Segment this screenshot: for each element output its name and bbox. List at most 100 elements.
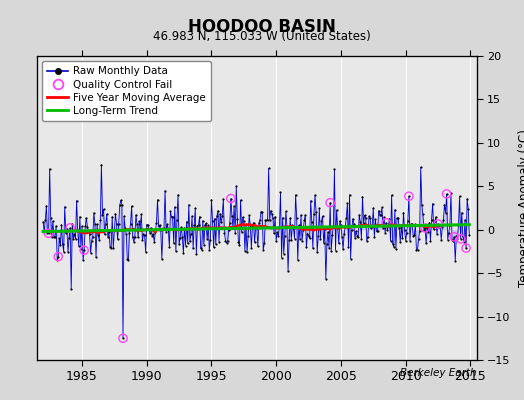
Point — [220, 229, 228, 236]
Point — [179, 250, 188, 256]
Point — [348, 216, 357, 222]
Point — [43, 230, 52, 236]
Point — [119, 335, 127, 342]
Point — [334, 240, 343, 247]
Point — [57, 222, 66, 228]
Point — [395, 225, 403, 231]
Point — [83, 224, 92, 230]
Point — [192, 251, 201, 257]
Y-axis label: Temperature Anomaly (°C): Temperature Anomaly (°C) — [518, 129, 524, 287]
Point — [40, 229, 48, 235]
Point — [113, 236, 122, 243]
Point — [234, 239, 243, 245]
Point — [312, 209, 320, 215]
Point — [47, 214, 55, 221]
Point — [279, 250, 288, 257]
Point — [321, 226, 329, 232]
Point — [341, 223, 350, 230]
Point — [325, 244, 333, 251]
Text: HOODOO BASIN: HOODOO BASIN — [188, 18, 336, 36]
Point — [319, 213, 327, 219]
Point — [189, 245, 198, 251]
Point — [244, 232, 253, 239]
Point — [378, 204, 386, 211]
Point — [425, 219, 433, 226]
Point — [293, 257, 302, 263]
Point — [456, 236, 465, 242]
Point — [389, 244, 398, 250]
Point — [90, 210, 98, 216]
Point — [62, 230, 70, 236]
Point — [440, 202, 449, 208]
Point — [361, 212, 369, 218]
Point — [403, 218, 412, 224]
Point — [367, 225, 375, 232]
Text: 46.983 N, 115.033 W (United States): 46.983 N, 115.033 W (United States) — [153, 30, 371, 43]
Point — [243, 249, 251, 256]
Point — [434, 221, 442, 227]
Point — [359, 220, 368, 226]
Point — [49, 218, 57, 224]
Point — [227, 195, 235, 202]
Point — [414, 236, 423, 242]
Point — [285, 236, 293, 243]
Point — [107, 245, 115, 251]
Point — [99, 212, 107, 218]
Point — [239, 218, 248, 224]
Point — [45, 230, 53, 236]
Point — [116, 202, 124, 208]
Point — [232, 183, 241, 189]
Point — [141, 249, 150, 255]
Point — [352, 228, 360, 234]
Point — [296, 236, 304, 242]
Point — [322, 276, 330, 282]
Point — [50, 234, 58, 240]
Point — [68, 220, 77, 227]
Point — [261, 217, 269, 224]
Point — [256, 216, 264, 223]
Point — [405, 193, 413, 200]
Point — [418, 202, 426, 208]
Point — [449, 238, 457, 244]
Point — [331, 247, 340, 254]
Point — [462, 245, 470, 251]
Point — [342, 214, 351, 221]
Point — [73, 226, 82, 233]
Point — [264, 217, 272, 224]
Point — [421, 225, 429, 231]
Point — [69, 236, 78, 242]
Point — [308, 219, 316, 225]
Point — [48, 234, 56, 240]
Point — [228, 212, 236, 219]
Point — [399, 209, 408, 216]
Point — [271, 214, 279, 220]
Point — [394, 215, 402, 221]
Point — [426, 237, 434, 244]
Point — [402, 230, 411, 236]
Point — [379, 224, 387, 231]
Point — [413, 246, 422, 253]
Point — [66, 225, 74, 231]
Point — [431, 218, 439, 224]
Point — [39, 219, 47, 225]
Point — [204, 222, 212, 228]
Point — [336, 218, 344, 224]
Point — [42, 203, 51, 209]
Point — [465, 232, 474, 238]
Point — [294, 222, 303, 229]
Point — [384, 223, 392, 230]
Point — [396, 239, 405, 245]
Point — [320, 240, 328, 246]
Point — [366, 215, 374, 222]
Point — [374, 228, 382, 234]
Point — [66, 225, 74, 231]
Point — [139, 231, 148, 238]
Point — [135, 218, 144, 224]
Point — [430, 226, 438, 232]
Point — [118, 202, 126, 208]
Point — [278, 214, 287, 221]
Point — [195, 214, 204, 220]
Point — [162, 229, 170, 235]
Point — [277, 254, 286, 261]
Point — [75, 214, 84, 220]
